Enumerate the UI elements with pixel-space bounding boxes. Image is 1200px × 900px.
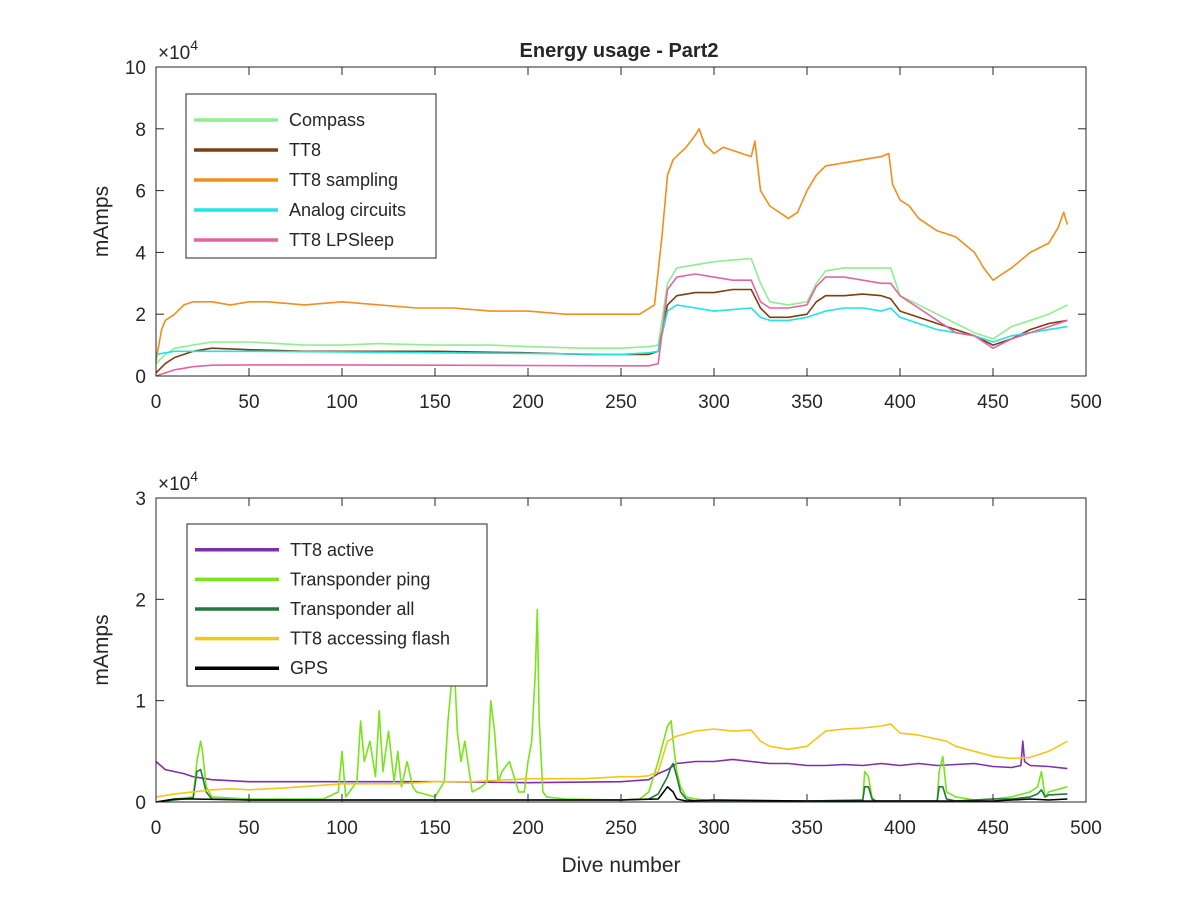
- series-line-4: [155, 273, 1068, 377]
- legend-label-0: TT8 active: [290, 540, 374, 560]
- legend-label-0: Compass: [289, 110, 365, 130]
- y-tick-label: 2: [135, 590, 146, 611]
- x-tick-label: 500: [1070, 392, 1102, 413]
- bottom-chart: 0 50 100 150 200 250 300 350 400 450 500 0 1 2 3 ×104 mA…: [90, 468, 1102, 877]
- series-line-0: [155, 257, 1068, 365]
- x-tick-label: 50: [238, 392, 259, 413]
- series-line-4: [155, 785, 1068, 803]
- legend-label-4: TT8 LPSleep: [289, 230, 394, 250]
- y-tick-label: 6: [135, 182, 146, 203]
- y-tick-label: 8: [135, 120, 146, 141]
- y-exponent: 4: [190, 37, 198, 53]
- series-line-2: [155, 762, 1068, 803]
- x-tick-label: 200: [512, 818, 544, 839]
- y-axis-label: mAmps: [90, 614, 113, 685]
- y-tick-label: 10: [125, 58, 146, 79]
- legend-label-2: TT8 sampling: [289, 170, 398, 190]
- chart-title: Energy usage - Part2: [520, 40, 719, 62]
- x-tick-label: 50: [238, 818, 259, 839]
- x-tick-label: 300: [698, 818, 730, 839]
- x-tick-label: 500: [1070, 818, 1102, 839]
- x-tick-label: 100: [326, 818, 358, 839]
- y-tick-label: 3: [135, 489, 146, 510]
- series-line-3: [155, 723, 1068, 798]
- y-axis-label: mAmps: [90, 186, 113, 257]
- x-tick-label: 400: [884, 392, 916, 413]
- x-tick-label: 250: [605, 818, 637, 839]
- x-tick-label: 150: [419, 818, 451, 839]
- y-exponent-label: ×104: [158, 37, 198, 64]
- series-line-0: [155, 740, 1068, 784]
- legend-label-3: Analog circuits: [289, 200, 406, 220]
- y-tick-label: 4: [135, 243, 146, 264]
- x-tick-label: 450: [977, 392, 1009, 413]
- legend-label-1: Transponder ping: [290, 569, 430, 589]
- x-tick-label: 400: [884, 818, 916, 839]
- x-tick-label: 300: [698, 392, 730, 413]
- legend-label-2: Transponder all: [290, 599, 414, 619]
- series-line-2: [155, 128, 1069, 361]
- y-tick-label: 0: [135, 793, 146, 814]
- x-tick-label: 350: [791, 818, 823, 839]
- series-line-1: [155, 288, 1068, 374]
- x-tick-label: 150: [419, 392, 451, 413]
- x-tick-label: 350: [791, 392, 823, 413]
- legend-label-4: GPS: [290, 658, 328, 678]
- x-axis-label: Dive number: [561, 854, 680, 877]
- x-tick-label: 200: [512, 392, 544, 413]
- x-tick-label: 0: [151, 818, 162, 839]
- x-tick-label: 250: [605, 392, 637, 413]
- y-exponent: 4: [190, 468, 198, 484]
- legend-label-1: TT8: [289, 140, 321, 160]
- legend-label-3: TT8 accessing flash: [290, 629, 450, 649]
- series-line-3: [155, 304, 1068, 356]
- x-tick-label: 450: [977, 818, 1009, 839]
- y-tick-label: 1: [135, 692, 146, 713]
- x-tick-label: 0: [151, 392, 162, 413]
- y-exponent-label: ×104: [158, 468, 198, 495]
- y-tick-label: 2: [135, 305, 146, 326]
- top-chart: 0 50 100 150 200 250 300 350 400 450 500 0 2 4 6 8 10 ×10…: [90, 37, 1102, 413]
- y-tick-label: 0: [135, 367, 146, 388]
- x-tick-label: 100: [326, 392, 358, 413]
